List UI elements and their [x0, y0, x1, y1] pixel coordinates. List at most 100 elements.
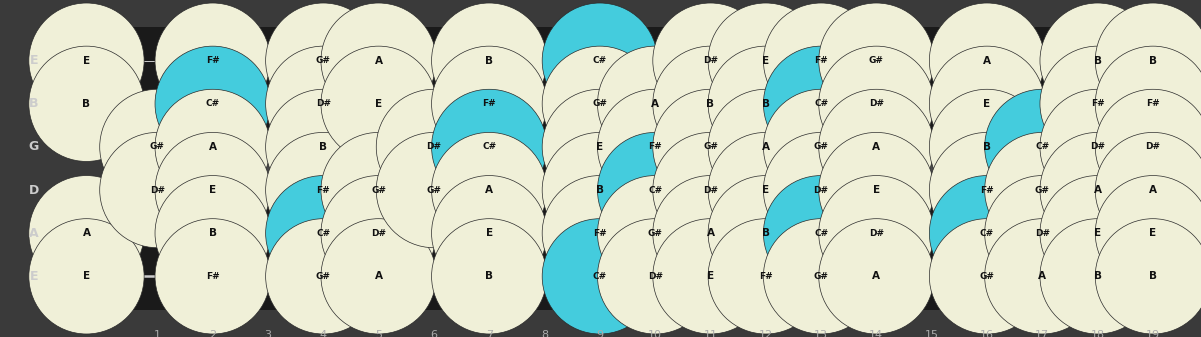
- Point: [454, 295, 468, 299]
- Point: [1173, 295, 1188, 299]
- Ellipse shape: [542, 3, 657, 118]
- Ellipse shape: [985, 176, 1100, 291]
- Text: E: E: [375, 99, 382, 109]
- Ellipse shape: [653, 219, 769, 334]
- Ellipse shape: [709, 89, 824, 205]
- Point: [399, 38, 413, 42]
- Ellipse shape: [819, 3, 934, 118]
- FancyBboxPatch shape: [126, 27, 1187, 310]
- Point: [787, 295, 801, 299]
- Text: F#: F#: [814, 56, 827, 65]
- Text: 12: 12: [759, 330, 772, 337]
- Ellipse shape: [709, 132, 824, 248]
- Ellipse shape: [1040, 46, 1155, 161]
- Ellipse shape: [542, 219, 657, 334]
- Ellipse shape: [376, 132, 491, 248]
- Text: B: B: [1094, 56, 1101, 66]
- Ellipse shape: [985, 219, 1100, 334]
- Ellipse shape: [321, 132, 436, 248]
- Text: B: B: [1149, 56, 1157, 66]
- Text: E: E: [763, 56, 770, 66]
- Ellipse shape: [819, 176, 934, 291]
- Ellipse shape: [431, 3, 546, 118]
- Text: C#: C#: [814, 99, 829, 108]
- Ellipse shape: [29, 3, 144, 118]
- Text: D#: D#: [647, 272, 663, 281]
- Ellipse shape: [819, 219, 934, 334]
- Text: B: B: [761, 228, 770, 238]
- Point: [897, 295, 912, 299]
- Text: 8: 8: [540, 330, 548, 337]
- Text: G#: G#: [980, 272, 994, 281]
- Point: [731, 38, 746, 42]
- Ellipse shape: [265, 89, 381, 205]
- Ellipse shape: [542, 176, 657, 291]
- Text: C#: C#: [814, 229, 829, 238]
- Ellipse shape: [321, 219, 436, 334]
- Ellipse shape: [155, 89, 270, 205]
- Ellipse shape: [653, 3, 769, 118]
- Text: 7: 7: [485, 330, 492, 337]
- Text: E: E: [596, 142, 603, 152]
- Text: B: B: [485, 56, 494, 66]
- Ellipse shape: [376, 89, 491, 205]
- Point: [731, 295, 746, 299]
- Text: A: A: [1094, 185, 1101, 195]
- Ellipse shape: [431, 219, 546, 334]
- Ellipse shape: [819, 132, 934, 248]
- Ellipse shape: [1095, 219, 1201, 334]
- Text: C#: C#: [649, 186, 662, 194]
- Point: [233, 295, 247, 299]
- Circle shape: [1026, 164, 1059, 173]
- Text: A: A: [651, 99, 659, 109]
- Ellipse shape: [709, 219, 824, 334]
- Point: [842, 295, 856, 299]
- Ellipse shape: [930, 132, 1045, 248]
- Ellipse shape: [542, 89, 657, 205]
- Text: A: A: [375, 56, 383, 66]
- Ellipse shape: [321, 46, 436, 161]
- Text: C#: C#: [482, 143, 496, 151]
- Text: E: E: [29, 54, 38, 67]
- Text: B: B: [485, 271, 494, 281]
- Ellipse shape: [1040, 89, 1155, 205]
- Text: 1: 1: [154, 330, 161, 337]
- Text: F#: F#: [1146, 99, 1160, 108]
- Text: D#: D#: [813, 186, 829, 194]
- Text: B: B: [596, 185, 604, 195]
- Text: 17: 17: [1035, 330, 1050, 337]
- Text: D#: D#: [316, 99, 330, 108]
- Text: E: E: [763, 185, 770, 195]
- Text: D#: D#: [868, 99, 884, 108]
- Ellipse shape: [1095, 176, 1201, 291]
- Text: B: B: [982, 142, 991, 152]
- Text: G#: G#: [813, 272, 829, 281]
- Text: F#: F#: [205, 272, 220, 281]
- Text: A: A: [1039, 271, 1046, 281]
- Ellipse shape: [597, 132, 713, 248]
- Circle shape: [582, 164, 616, 173]
- Ellipse shape: [985, 132, 1100, 248]
- Circle shape: [749, 120, 783, 129]
- Text: 18: 18: [1091, 330, 1105, 337]
- Ellipse shape: [819, 46, 934, 161]
- Point: [178, 295, 192, 299]
- Text: B: B: [29, 97, 38, 110]
- Point: [952, 38, 967, 42]
- Ellipse shape: [653, 132, 769, 248]
- Text: D#: D#: [1091, 143, 1105, 151]
- Text: G#: G#: [316, 56, 330, 65]
- Text: F#: F#: [1091, 99, 1105, 108]
- Point: [1008, 38, 1022, 42]
- Text: 9: 9: [596, 330, 603, 337]
- Text: C#: C#: [980, 229, 994, 238]
- Text: C#: C#: [593, 272, 607, 281]
- Ellipse shape: [265, 46, 381, 161]
- Text: C#: C#: [205, 99, 220, 108]
- Point: [288, 295, 303, 299]
- Point: [343, 38, 358, 42]
- Ellipse shape: [930, 46, 1045, 161]
- Text: G#: G#: [647, 229, 663, 238]
- Text: D#: D#: [426, 143, 442, 151]
- Ellipse shape: [29, 46, 144, 161]
